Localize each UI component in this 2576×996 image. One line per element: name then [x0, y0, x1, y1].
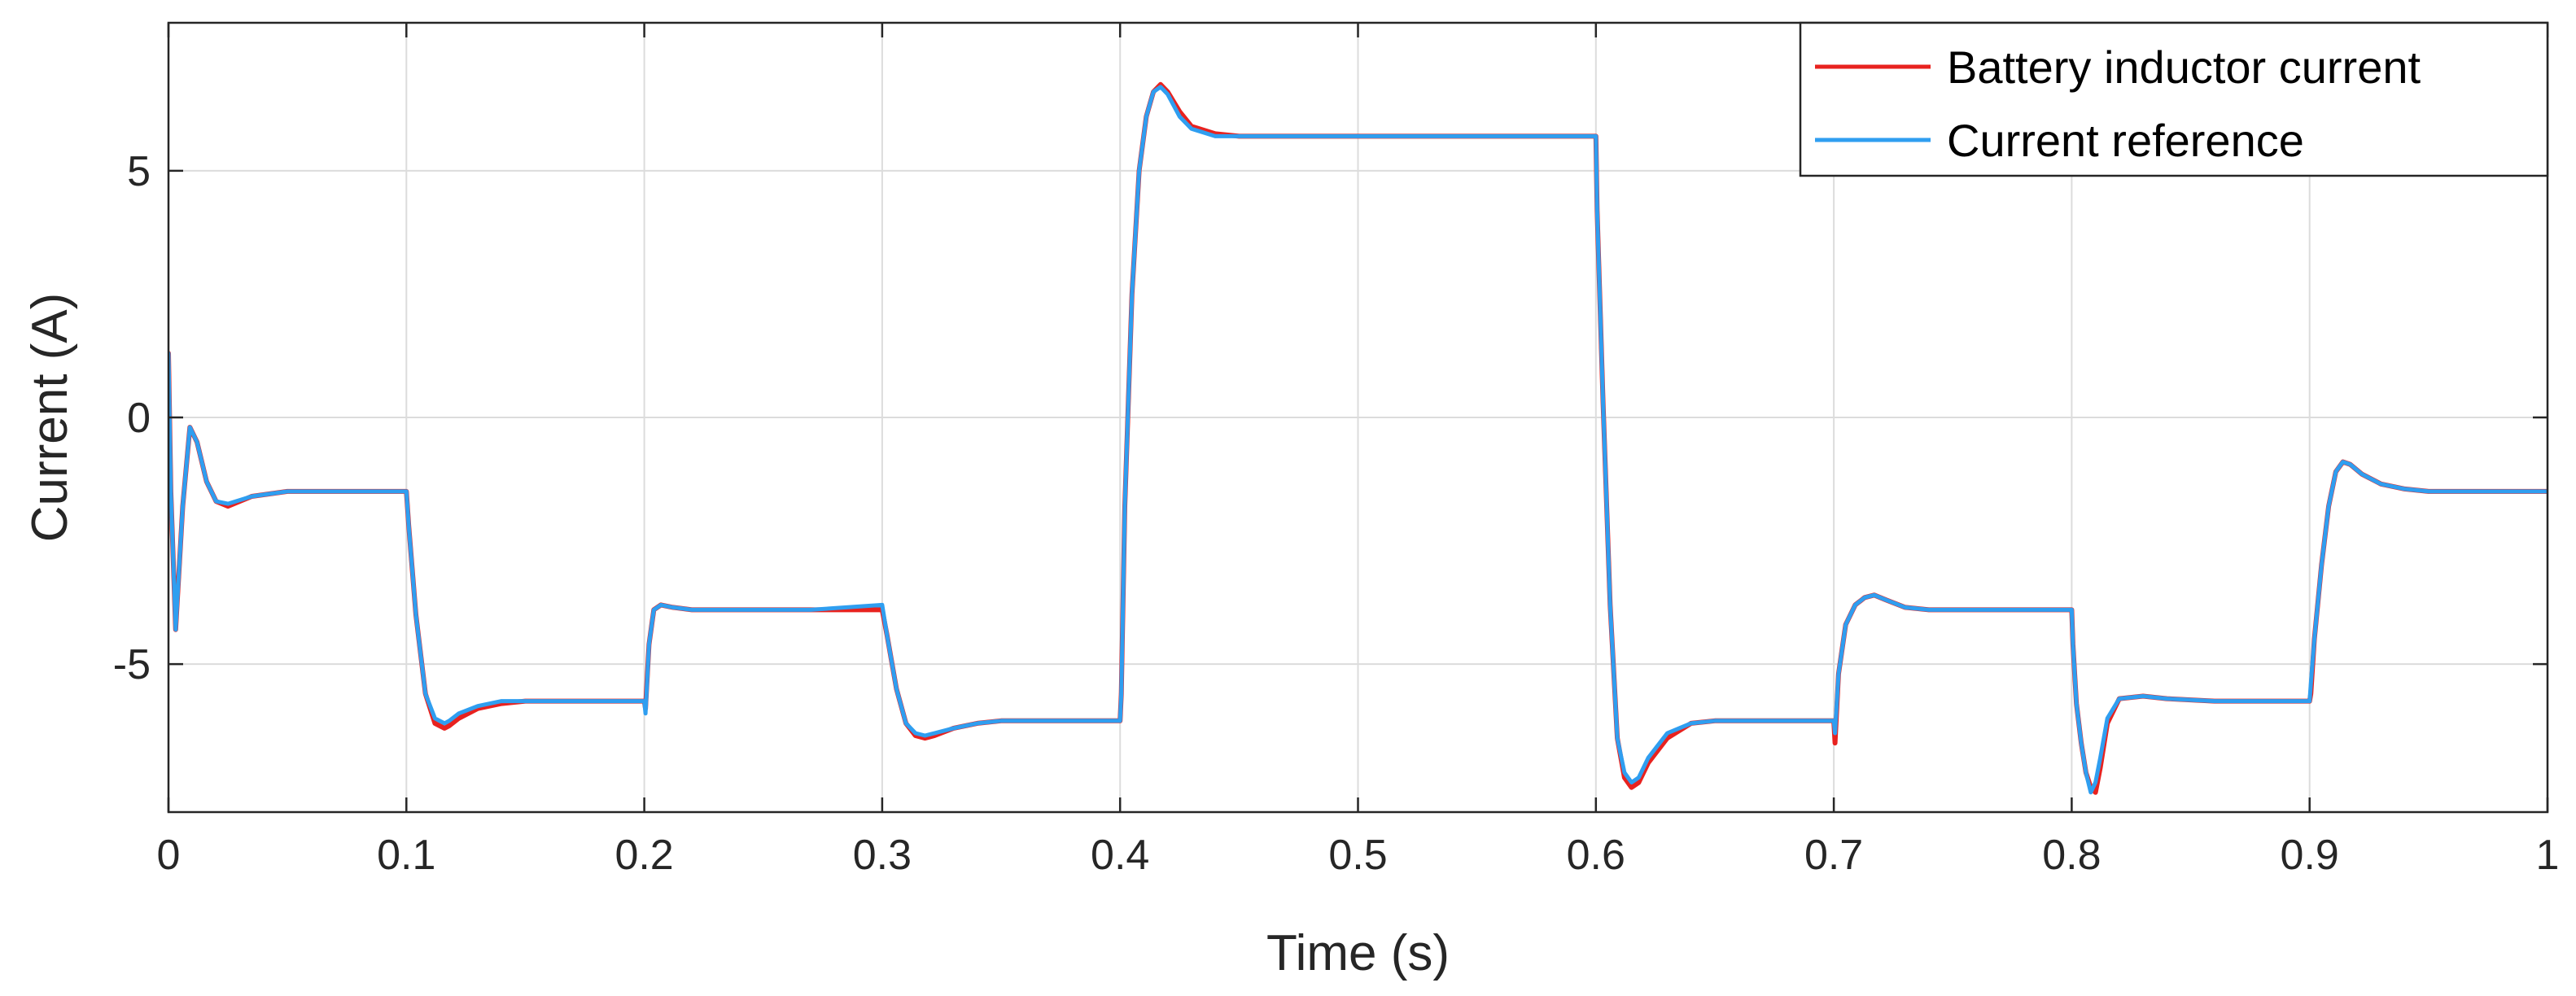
x-tick-label: 0.4	[1091, 832, 1149, 879]
legend: Battery inductor current Current referen…	[1799, 21, 2549, 177]
x-tick-label: 0.5	[1328, 832, 1387, 879]
legend-entry-current-reference: Current reference	[1947, 115, 2304, 166]
x-tick-labels: 0 0.1 0.2 0.3 0.4 0.5 0.6 0.7 0.8 0.9 1	[157, 832, 2560, 879]
legend-entry-battery-inductor-current: Battery inductor current	[1947, 42, 2421, 93]
x-tick-label: 0	[157, 832, 181, 879]
x-tick-label: 0.6	[1567, 832, 1625, 879]
legend-box	[1799, 21, 2549, 177]
series-lines	[168, 81, 2548, 795]
y-tick-label: 0	[127, 395, 151, 442]
series-line-current-reference	[168, 85, 2548, 795]
x-tick-label: 0.8	[2042, 832, 2101, 879]
y-tick-label: 5	[127, 148, 151, 195]
y-axis-label: Current (A)	[22, 293, 78, 543]
x-tick-label: 0.3	[853, 832, 912, 879]
x-axis-label: Time (s)	[1266, 925, 1450, 981]
x-tick-label: 1	[2536, 832, 2560, 879]
y-tick-labels: -5 0 5	[113, 148, 151, 688]
x-tick-label: 0.7	[1804, 832, 1863, 879]
x-tick-label: 0.9	[2281, 832, 2339, 879]
x-tick-label: 0.1	[377, 832, 435, 879]
x-tick-label: 0.2	[614, 832, 673, 879]
y-tick-label: -5	[113, 641, 151, 688]
